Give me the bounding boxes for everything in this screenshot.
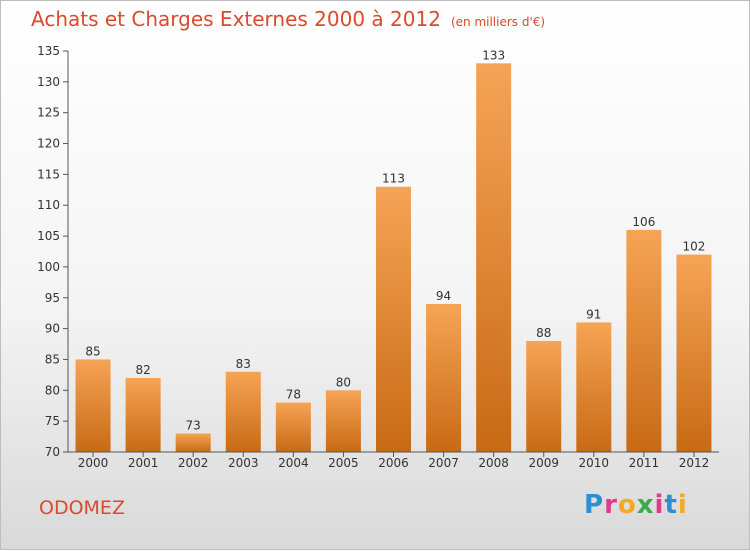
bar bbox=[125, 377, 161, 452]
x-tick-label: 2011 bbox=[629, 456, 660, 470]
bar-value-label: 78 bbox=[286, 388, 301, 402]
bar-value-label: 91 bbox=[586, 307, 601, 321]
logo-letter: i bbox=[654, 490, 665, 520]
x-tick-label: 2009 bbox=[528, 456, 559, 470]
bar-value-label: 83 bbox=[236, 357, 251, 371]
bar bbox=[275, 402, 311, 452]
bar bbox=[426, 303, 462, 452]
logo-letter: r bbox=[604, 490, 618, 520]
bar bbox=[75, 359, 111, 452]
y-tick-label: 130 bbox=[37, 75, 60, 89]
logo-letter: i bbox=[677, 490, 688, 520]
logo-letter: t bbox=[664, 490, 678, 520]
bar-value-label: 73 bbox=[186, 418, 201, 432]
y-tick-label: 75 bbox=[45, 414, 60, 428]
x-tick-label: 2004 bbox=[278, 456, 309, 470]
y-tick-label: 95 bbox=[45, 291, 60, 305]
y-tick-label: 80 bbox=[45, 383, 60, 397]
bar-value-label: 88 bbox=[536, 326, 551, 340]
x-tick-label: 2010 bbox=[579, 456, 610, 470]
bar bbox=[676, 254, 712, 452]
y-tick-label: 85 bbox=[45, 352, 60, 366]
y-tick-label: 90 bbox=[45, 322, 60, 336]
bar bbox=[376, 186, 411, 452]
logo-letter: P bbox=[584, 490, 605, 520]
x-tick-label: 2008 bbox=[478, 456, 509, 470]
y-tick-label: 120 bbox=[37, 137, 60, 151]
y-tick-label: 100 bbox=[37, 260, 60, 274]
bar-value-label: 102 bbox=[683, 240, 706, 254]
y-tick-label: 125 bbox=[37, 106, 60, 120]
bar-value-label: 85 bbox=[85, 344, 100, 358]
x-tick-label: 2012 bbox=[679, 456, 710, 470]
logo-letter: x bbox=[636, 490, 655, 520]
y-tick-label: 135 bbox=[37, 44, 60, 58]
bar-value-label: 82 bbox=[135, 363, 150, 377]
bar-value-label: 94 bbox=[436, 289, 451, 303]
x-tick-label: 2003 bbox=[228, 456, 259, 470]
town-name: ODOMEZ bbox=[39, 497, 125, 519]
y-tick-label: 105 bbox=[37, 229, 60, 243]
y-tick-label: 115 bbox=[37, 167, 60, 181]
y-tick-label: 70 bbox=[45, 445, 60, 459]
proxiti-logo: Proxiti bbox=[584, 490, 688, 520]
bar bbox=[576, 322, 612, 452]
x-tick-label: 2007 bbox=[428, 456, 459, 470]
bar bbox=[476, 63, 512, 452]
bar-value-label: 133 bbox=[482, 48, 505, 62]
bar bbox=[325, 390, 361, 452]
bar bbox=[175, 433, 211, 452]
bar bbox=[526, 340, 562, 452]
bar bbox=[225, 371, 261, 452]
x-tick-label: 2005 bbox=[328, 456, 359, 470]
bar-value-label: 80 bbox=[336, 375, 351, 389]
y-tick-label: 110 bbox=[37, 198, 60, 212]
chart-title-text: Achats et Charges Externes 2000 à 2012 bbox=[31, 7, 441, 31]
bar-value-label: 113 bbox=[382, 172, 405, 186]
logo-letter: o bbox=[617, 490, 637, 520]
bar-value-label: 106 bbox=[632, 215, 655, 229]
chart-title: Achats et Charges Externes 2000 à 2012 (e… bbox=[31, 7, 545, 31]
x-tick-label: 2002 bbox=[178, 456, 209, 470]
x-tick-label: 2001 bbox=[128, 456, 159, 470]
chart-subtitle: (en milliers d'€) bbox=[450, 15, 546, 29]
x-tick-label: 2000 bbox=[78, 456, 109, 470]
x-tick-label: 2006 bbox=[378, 456, 409, 470]
plot-area: 70 75 80 85 90 95 100 105 110 115 120 125 130 135 85 20… bbox=[37, 44, 719, 470]
bar bbox=[626, 229, 662, 452]
